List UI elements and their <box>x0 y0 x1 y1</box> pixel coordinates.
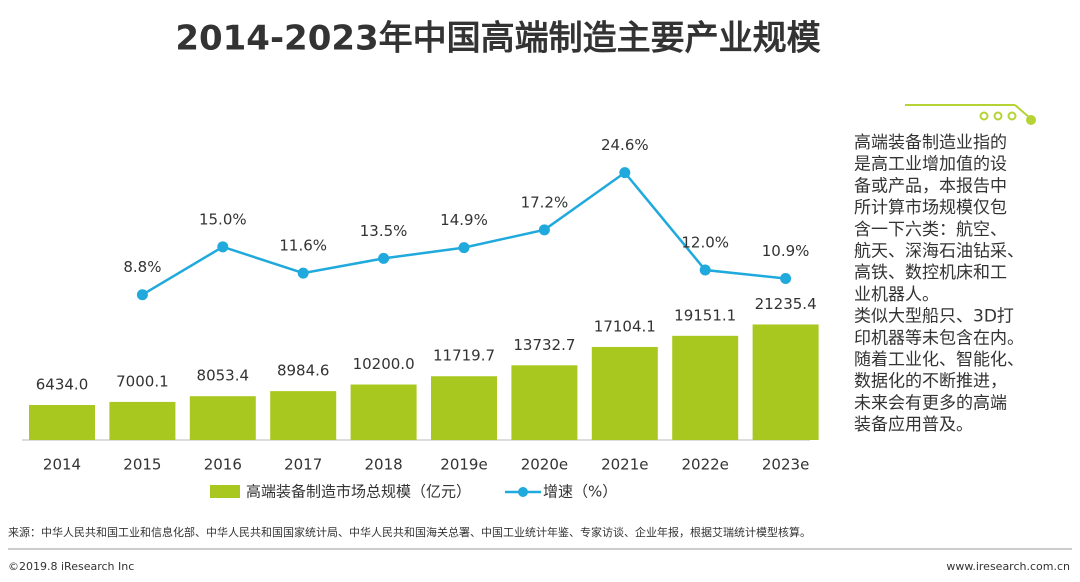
point <box>136 289 148 301</box>
data-label: 13.5% <box>360 222 408 240</box>
point <box>458 242 470 254</box>
point <box>217 241 229 253</box>
website: www.iresearch.com.cn <box>946 560 1070 573</box>
x-tick-label: 2017 <box>284 456 322 474</box>
legend-swatch <box>518 487 529 497</box>
side-note: 是高工业增加值的设 <box>854 155 1007 175</box>
data-label: 8053.4 <box>197 367 250 385</box>
data-label: 17104.1 <box>594 317 656 335</box>
bar <box>350 384 417 440</box>
data-label: 13732.7 <box>513 336 575 354</box>
point <box>699 264 711 276</box>
data-label: 8.8% <box>123 258 161 276</box>
deco-dot <box>1026 115 1036 125</box>
legend-swatch <box>210 485 240 498</box>
chart-title: 2014-2023年中国高端制造主要产业规模 <box>175 19 820 59</box>
bar <box>591 346 658 440</box>
data-label: 17.2% <box>521 193 569 211</box>
data-label: 6434.0 <box>36 375 89 393</box>
data-label: 8984.6 <box>277 362 330 380</box>
side-note: 备或产品，本报告中 <box>854 176 1007 196</box>
side-note: 所计算市场规模仅包 <box>854 198 1007 218</box>
x-tick-label: 2015 <box>123 456 161 474</box>
data-label: 19151.1 <box>674 306 736 324</box>
data-label: 14.9% <box>440 211 488 229</box>
deco-dot <box>979 111 989 121</box>
deco-dot <box>993 111 1003 121</box>
data-label: 21235.4 <box>755 295 817 313</box>
side-note: 含一下六类：航空、 <box>854 220 1007 240</box>
x-tick-label: 2022e <box>681 456 728 474</box>
side-note: 高铁、数控机床和工 <box>854 263 1007 283</box>
side-note: 类似大型船只、3D打 <box>854 307 1014 327</box>
bar <box>752 324 819 440</box>
point <box>297 267 309 279</box>
x-tick-label: 2020e <box>521 456 568 474</box>
side-note: 未来会有更多的高端 <box>854 393 1007 413</box>
side-note: 航天、深海石油钻采、 <box>854 242 1024 262</box>
legend-label: 高端装备制造市场总规模（亿元） <box>246 483 471 501</box>
bar <box>109 401 176 440</box>
data-label: 24.6% <box>601 136 649 154</box>
side-note: 业机器人。 <box>854 285 939 305</box>
point <box>619 167 631 179</box>
x-tick-label: 2014 <box>43 456 81 474</box>
side-note: 装备应用普及。 <box>854 415 973 435</box>
x-tick-label: 2018 <box>365 456 403 474</box>
x-tick-label: 2016 <box>204 456 242 474</box>
side-note: 高端装备制造业指的 <box>854 133 1007 153</box>
legend-label: 增速（%） <box>543 483 617 501</box>
bar <box>29 404 95 440</box>
x-tick-label: 2021e <box>601 456 648 474</box>
x-tick-label: 2019e <box>440 456 487 474</box>
data-label: 12.0% <box>681 234 729 252</box>
point <box>780 273 792 284</box>
point <box>378 252 390 264</box>
bar <box>511 365 578 440</box>
data-label: 11719.7 <box>433 347 495 365</box>
bar <box>431 376 497 440</box>
deco-dot <box>1007 111 1017 121</box>
source: 来源：中华人民共和国工业和信息化部、中华人民共和国国家统计局、中华人民共和国海关… <box>8 525 811 539</box>
bar <box>672 335 739 440</box>
data-label: 11.6% <box>279 237 327 255</box>
bar <box>189 396 256 440</box>
copyright: ©2019.8 iResearch Inc <box>8 560 134 573</box>
side-note: 数据化的不断推进， <box>854 372 1007 392</box>
data-label: 10.9% <box>762 242 810 260</box>
decoration <box>905 104 1036 125</box>
point <box>538 224 550 236</box>
data-label: 15.0% <box>199 210 247 228</box>
side-note: 印机器等未包含在内。 <box>854 328 1024 348</box>
deco-line <box>1014 104 1031 119</box>
side-note: 随着工业化、智能化、 <box>854 350 1024 370</box>
data-label: 10200.0 <box>353 355 415 373</box>
bar <box>270 391 337 440</box>
data-label: 7000.1 <box>116 372 169 390</box>
x-tick-label: 2023e <box>762 456 809 474</box>
